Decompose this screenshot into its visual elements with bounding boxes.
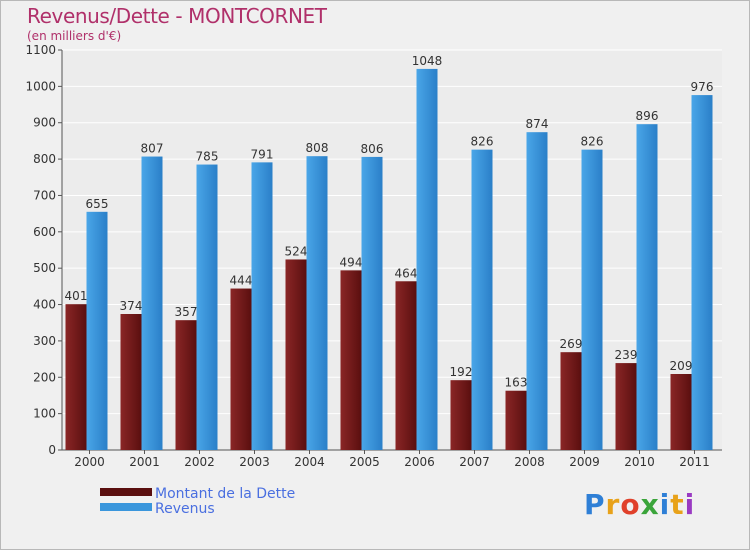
bar-revenus bbox=[471, 149, 493, 451]
data-label-revenus: 785 bbox=[196, 150, 219, 164]
y-tick-label: 800 bbox=[33, 152, 56, 166]
proxiti-logo: Proxiti bbox=[584, 488, 695, 521]
y-tick-label: 100 bbox=[33, 407, 56, 421]
data-label-dette: 269 bbox=[560, 337, 583, 351]
x-tick-label: 2003 bbox=[239, 455, 270, 469]
bar-revenus bbox=[306, 156, 328, 450]
data-label-dette: 357 bbox=[175, 305, 198, 319]
data-label-revenus: 1048 bbox=[412, 54, 443, 68]
legend-label-revenus: Revenus bbox=[155, 501, 215, 517]
data-label-revenus: 896 bbox=[636, 109, 659, 123]
plot-area bbox=[62, 50, 722, 450]
data-label-dette: 163 bbox=[505, 376, 528, 390]
x-tick-label: 2001 bbox=[129, 455, 160, 469]
y-tick-label: 500 bbox=[33, 261, 56, 275]
x-tick-label: 2006 bbox=[404, 455, 435, 469]
bar-revenus bbox=[526, 132, 548, 450]
data-label-revenus: 806 bbox=[361, 142, 384, 156]
bar-revenus bbox=[581, 149, 603, 451]
chart-title: Revenus/Dette - MONTCORNET bbox=[27, 4, 327, 28]
y-tick-label: 300 bbox=[33, 334, 56, 348]
legend-label-dette: Montant de la Dette bbox=[155, 486, 296, 502]
y-tick-label: 900 bbox=[33, 116, 56, 130]
data-label-revenus: 808 bbox=[306, 141, 329, 155]
data-label-dette: 401 bbox=[65, 289, 88, 303]
logo-letter: r bbox=[605, 488, 621, 521]
logo-letter: t bbox=[670, 488, 685, 521]
bar-dette bbox=[65, 304, 87, 450]
logo-letter: o bbox=[620, 488, 641, 521]
logo-letter: i bbox=[684, 488, 696, 521]
x-tick-label: 2011 bbox=[679, 455, 710, 469]
bar-dette bbox=[615, 363, 637, 450]
y-tick-label: 0 bbox=[48, 443, 56, 457]
x-tick-label: 2002 bbox=[184, 455, 215, 469]
logo-letter: x bbox=[640, 488, 660, 521]
y-tick-label: 1000 bbox=[25, 79, 56, 93]
x-tick-label: 2007 bbox=[459, 455, 490, 469]
bar-dette bbox=[340, 270, 362, 450]
data-label-dette: 464 bbox=[395, 266, 418, 280]
bar-dette bbox=[670, 374, 692, 450]
bar-revenus bbox=[691, 95, 713, 450]
legend-swatch-revenus bbox=[100, 503, 152, 511]
bar-revenus bbox=[196, 164, 218, 450]
bar-dette bbox=[230, 288, 252, 450]
bar-revenus bbox=[636, 124, 658, 450]
x-tick-label: 2004 bbox=[294, 455, 325, 469]
logo-letter: i bbox=[659, 488, 671, 521]
bar-dette bbox=[505, 390, 527, 450]
bar-dette bbox=[560, 352, 582, 450]
data-label-revenus: 874 bbox=[526, 117, 549, 131]
logo-letter: P bbox=[584, 488, 606, 521]
data-label-dette: 494 bbox=[340, 255, 363, 269]
bar-revenus bbox=[251, 162, 273, 450]
data-label-dette: 374 bbox=[120, 299, 143, 313]
data-label-dette: 239 bbox=[615, 348, 638, 362]
bar-revenus bbox=[416, 68, 438, 450]
data-label-revenus: 976 bbox=[691, 80, 714, 94]
chart-subtitle: (en milliers d'€) bbox=[27, 29, 122, 43]
y-tick-label: 200 bbox=[33, 370, 56, 384]
data-label-revenus: 791 bbox=[251, 147, 274, 161]
data-label-revenus: 807 bbox=[141, 142, 164, 156]
y-tick-label: 1100 bbox=[25, 43, 56, 57]
x-tick-label: 2010 bbox=[624, 455, 655, 469]
y-tick-label: 700 bbox=[33, 188, 56, 202]
data-label-revenus: 826 bbox=[471, 135, 494, 149]
bar-dette bbox=[285, 259, 307, 450]
data-label-revenus: 655 bbox=[86, 197, 109, 211]
bar-revenus bbox=[141, 156, 163, 450]
legend-swatch-dette bbox=[100, 488, 152, 496]
x-tick-label: 2008 bbox=[514, 455, 545, 469]
bar-revenus bbox=[361, 156, 383, 450]
bar-dette bbox=[450, 380, 472, 450]
x-tick-label: 2009 bbox=[569, 455, 600, 469]
bar-revenus bbox=[86, 211, 108, 450]
y-tick-label: 600 bbox=[33, 225, 56, 239]
data-label-dette: 444 bbox=[230, 274, 253, 288]
bar-dette bbox=[175, 320, 197, 450]
bar-dette bbox=[395, 281, 417, 450]
data-label-dette: 192 bbox=[450, 365, 473, 379]
data-label-revenus: 826 bbox=[581, 135, 604, 149]
x-tick-label: 2005 bbox=[349, 455, 380, 469]
data-label-dette: 209 bbox=[670, 359, 693, 373]
x-tick-label: 2000 bbox=[74, 455, 105, 469]
y-tick-label: 400 bbox=[33, 298, 56, 312]
bar-dette bbox=[120, 314, 142, 450]
data-label-dette: 524 bbox=[285, 244, 308, 258]
